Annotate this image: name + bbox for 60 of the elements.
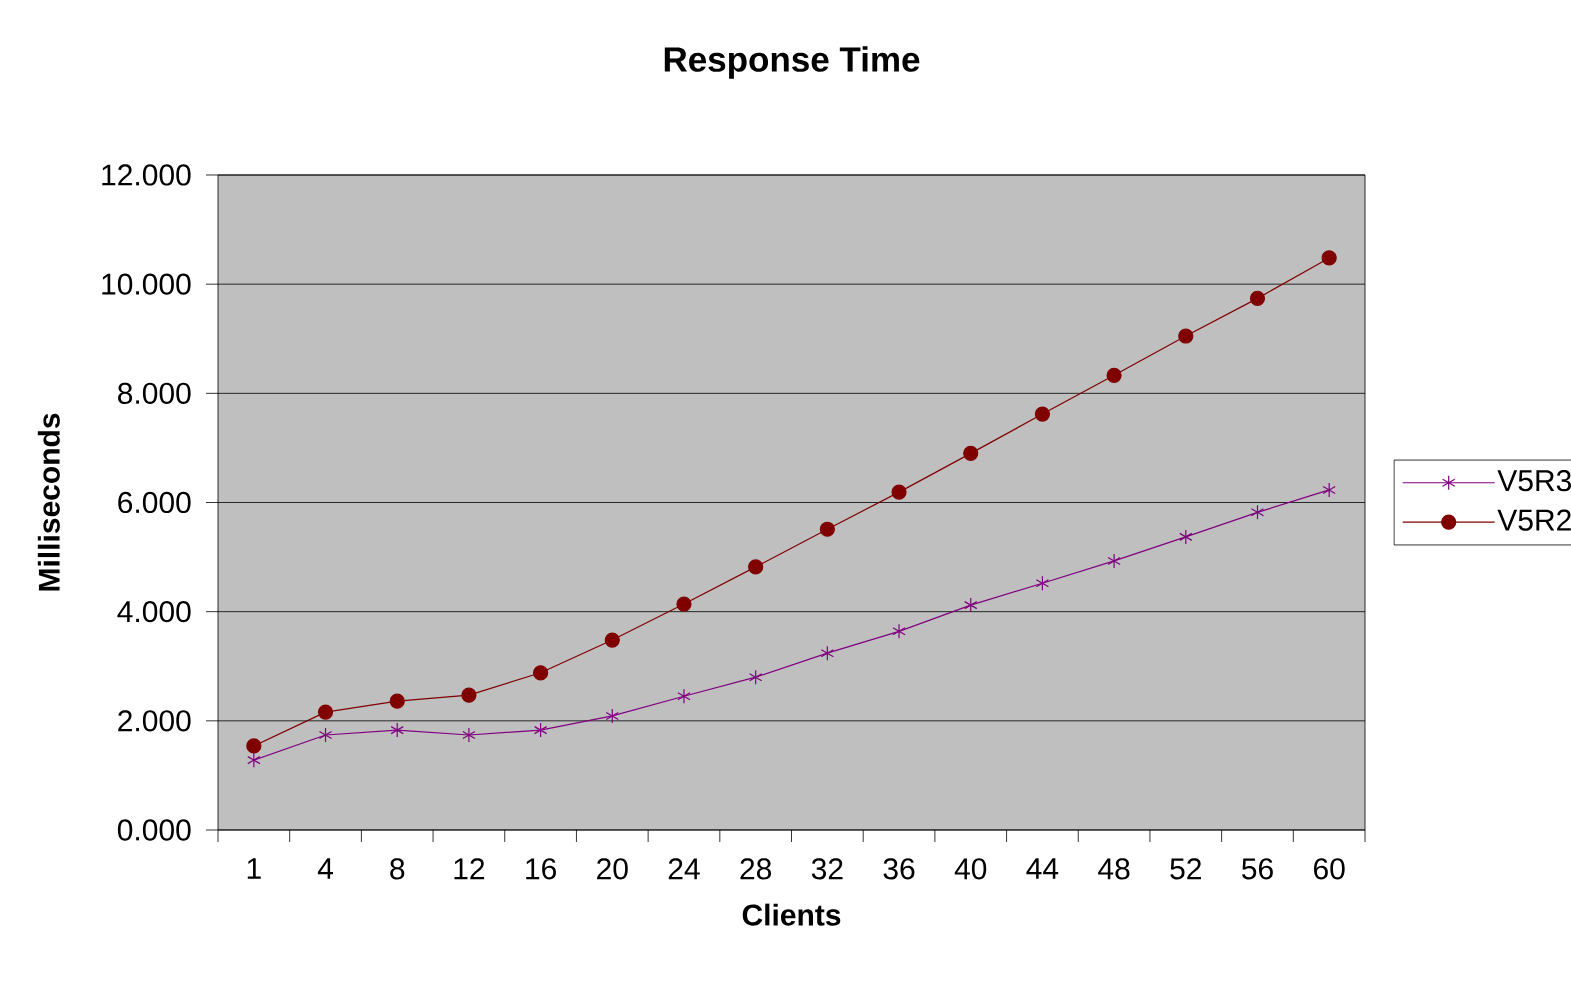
x-tick-label: 4: [317, 858, 333, 879]
y-tick-label: 0.000: [117, 819, 191, 841]
point: [318, 727, 333, 743]
point: [533, 665, 549, 681]
point: [533, 722, 548, 738]
point: [1321, 250, 1337, 266]
x-tick-label: 32: [811, 858, 843, 880]
point: [963, 445, 979, 461]
x-tick-label: 36: [883, 858, 915, 880]
point: [389, 693, 405, 709]
point: [676, 596, 692, 612]
y-tick-label: 6.000: [118, 491, 191, 514]
chart-title: Response Time: [664, 46, 920, 79]
y-axis-title: Milliseconds: [37, 413, 60, 591]
point: [1035, 575, 1050, 591]
point: [605, 708, 619, 724]
x-axis-title: Clients: [742, 903, 841, 926]
x-tick-label: 40: [954, 858, 987, 880]
x-tick-label: 24: [668, 858, 700, 880]
point: [1250, 504, 1265, 520]
y-tick-label: 10.000: [102, 273, 191, 295]
x-tick-label: 56: [1242, 858, 1273, 880]
point: [1178, 328, 1194, 344]
x-tick-label: 48: [1098, 858, 1130, 880]
point: [604, 632, 620, 648]
y-tick-label: 8.000: [118, 382, 191, 404]
point: [819, 521, 835, 537]
x-tick-label: 28: [740, 858, 772, 880]
point: [317, 704, 334, 720]
point: [1249, 290, 1266, 306]
point: [677, 688, 691, 704]
x-tick-label: 60: [1314, 858, 1345, 880]
point: [1107, 553, 1121, 569]
legend-label: V5R2: [1497, 509, 1571, 531]
point: [1106, 367, 1122, 383]
x-tick-label: 44: [1026, 858, 1059, 879]
y-tick-label: 12.000: [102, 164, 191, 186]
point: [246, 738, 262, 754]
x-tick-label: 20: [597, 858, 628, 880]
point: [462, 727, 476, 743]
y-tick-label: 4.000: [117, 601, 191, 623]
x-tick-label: 16: [526, 858, 556, 880]
legend-label: V5R3: [1497, 470, 1571, 492]
point: [892, 623, 906, 639]
x-tick-label: 12: [454, 858, 485, 880]
point: [891, 484, 907, 500]
point: [1179, 529, 1193, 545]
x-tick-label: 8: [390, 858, 405, 880]
point: [820, 645, 835, 661]
x-tick-label: 1: [247, 858, 261, 879]
point: [247, 752, 261, 768]
y-tick-label: 2.000: [118, 710, 191, 732]
point: [390, 722, 404, 738]
point: [748, 559, 764, 575]
point: [749, 669, 763, 685]
point: [461, 687, 477, 703]
point: [1322, 482, 1336, 498]
point: [1034, 406, 1051, 422]
x-tick-label: 52: [1170, 858, 1201, 880]
point: [964, 597, 978, 613]
